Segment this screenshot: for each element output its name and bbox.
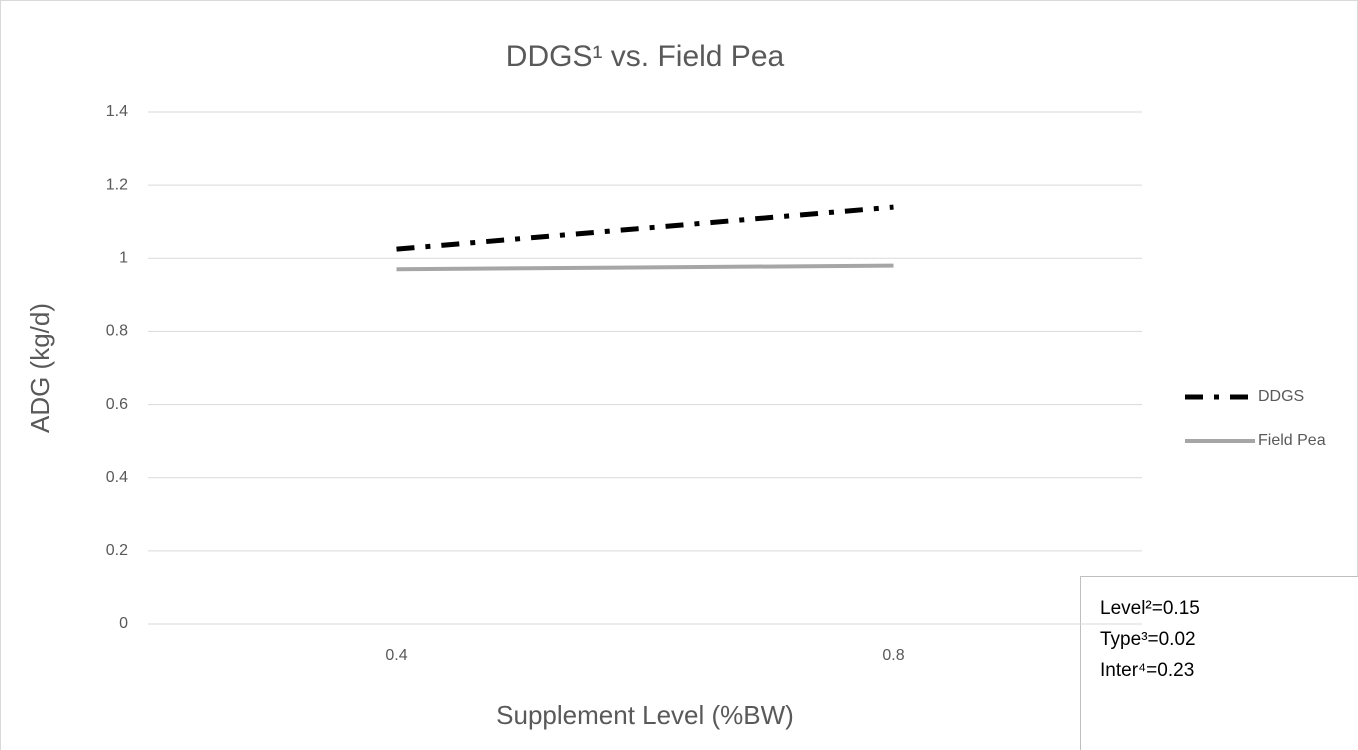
- y-tick-label: 1.4: [106, 103, 128, 120]
- y-tick-label: 1: [119, 250, 128, 267]
- series-line: [396, 263, 894, 272]
- series-line: [396, 204, 894, 252]
- y-tick-label: 0.4: [106, 469, 128, 486]
- x-axis-label: Supplement Level (%BW): [496, 700, 794, 730]
- x-tick-label: 0.4: [385, 647, 407, 664]
- annotation: Type³=0.02: [1100, 629, 1196, 650]
- annotation-box: [1080, 576, 1358, 750]
- y-tick-label: 0.2: [106, 542, 128, 559]
- x-tick-label: 0.8: [882, 647, 904, 664]
- legend-label: DDGS: [1258, 388, 1304, 405]
- y-tick-label: 0.6: [106, 396, 128, 413]
- y-tick-label: 1.2: [106, 176, 128, 193]
- y-tick-label: 0: [119, 615, 128, 632]
- legend-label: Field Pea: [1258, 432, 1326, 449]
- y-tick-label: 0.8: [106, 323, 128, 340]
- chart-title: DDGS¹ vs. Field Pea: [506, 40, 785, 73]
- annotation: Inter⁴=0.23: [1100, 660, 1194, 681]
- y-axis-label: ADG (kg/d): [25, 303, 55, 433]
- annotation: Level²=0.15: [1100, 598, 1200, 619]
